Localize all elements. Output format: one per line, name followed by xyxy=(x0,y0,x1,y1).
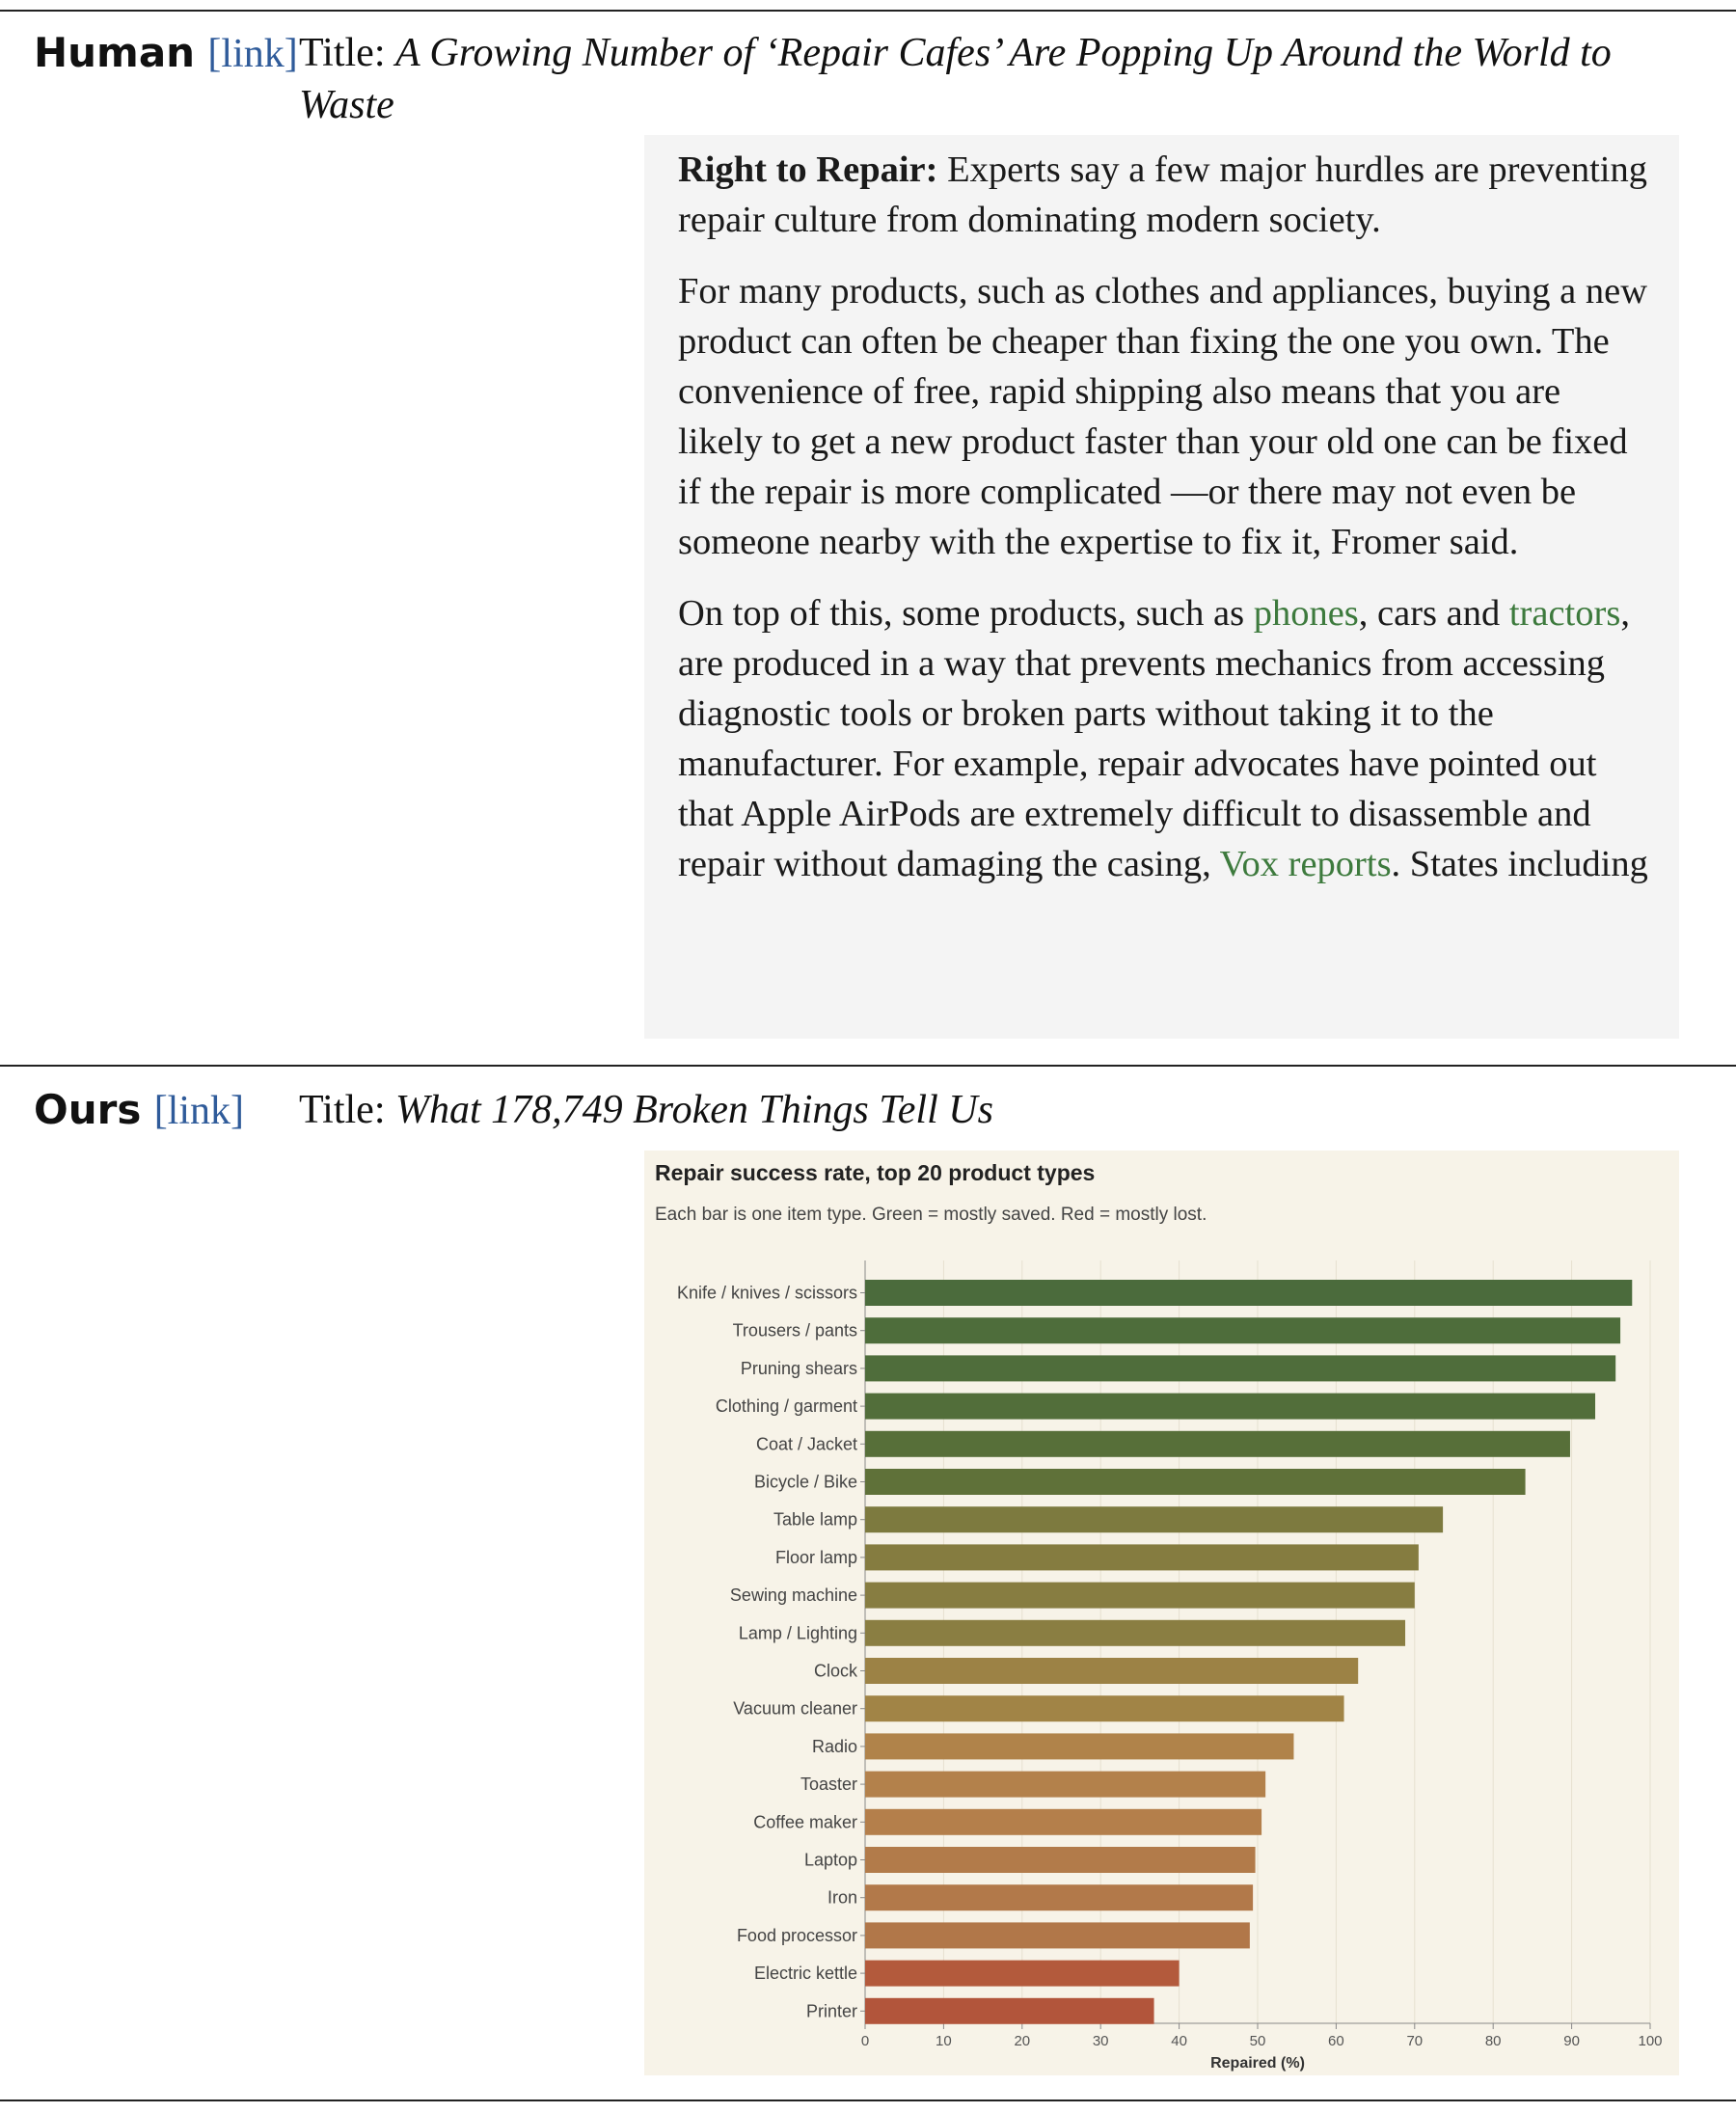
y-tick-label: Bicycle / Bike xyxy=(754,1473,857,1492)
bar xyxy=(865,1619,1406,1646)
article-excerpt-screenshot: Right to Repair: Experts say a few major… xyxy=(644,135,1679,1039)
bar xyxy=(865,1695,1344,1722)
y-tick-label: Clothing / garment xyxy=(716,1396,857,1416)
excerpt-heading: Right to Repair: xyxy=(678,149,938,190)
bar xyxy=(865,1733,1294,1760)
bar xyxy=(865,1317,1621,1344)
excerpt-paragraph-1: Right to Repair: Experts say a few major… xyxy=(678,149,1647,240)
y-tick-label: Knife / knives / scissors xyxy=(677,1284,857,1303)
y-tick-label: Food processor xyxy=(737,1926,857,1945)
bar xyxy=(865,1469,1526,1495)
bar xyxy=(865,1506,1444,1533)
human-title-prefix: Title: xyxy=(299,31,386,75)
x-tick-label: 30 xyxy=(1093,2033,1109,2049)
y-tick-label: Coffee maker xyxy=(753,1812,857,1831)
bar xyxy=(865,1884,1254,1911)
y-tick-label: Table lamp xyxy=(773,1510,857,1530)
y-tick-label: Trousers / pants xyxy=(733,1321,857,1341)
x-tick-label: 50 xyxy=(1250,2033,1266,2049)
x-tick-label: 60 xyxy=(1328,2033,1344,2049)
ours-link[interactable]: [link] xyxy=(153,1089,244,1133)
bar-chart: 0 10 20 30 40 50 60 70 80 90 100 Knife / knives / s… xyxy=(677,1260,1663,2072)
y-tick-label: Coat / Jacket xyxy=(756,1434,857,1453)
y-tick-label: Radio xyxy=(812,1737,857,1756)
bar xyxy=(865,1658,1359,1684)
bar xyxy=(865,1582,1415,1609)
excerpt-paragraph-3: On top of this, some products, such as p… xyxy=(678,593,1648,884)
vox-reports-link[interactable]: Vox reports xyxy=(1219,844,1392,884)
y-tick-label: Vacuum cleaner xyxy=(733,1699,857,1719)
x-tick-label: 10 xyxy=(936,2033,952,2049)
ours-row-label: Ours [link] xyxy=(34,1086,244,1134)
x-tick-label: 20 xyxy=(1014,2033,1030,2049)
middle-rule xyxy=(0,1065,1736,1067)
x-axis-label: Repaired (%) xyxy=(1210,2055,1305,2072)
excerpt-paragraph-2: For many products, such as clothes and a… xyxy=(678,271,1648,562)
bar xyxy=(865,1544,1419,1571)
human-link[interactable]: [link] xyxy=(207,32,298,76)
x-tick-label: 70 xyxy=(1406,2033,1423,2049)
bar xyxy=(865,1280,1633,1306)
x-tick-label: 80 xyxy=(1485,2033,1502,2049)
y-tick-label: Electric kettle xyxy=(754,1964,857,1983)
bar xyxy=(865,1847,1256,1873)
human-label: Human xyxy=(34,29,196,76)
bar xyxy=(865,1430,1570,1457)
x-tick-label: 0 xyxy=(861,2033,869,2049)
y-tick-label: Clock xyxy=(814,1662,858,1681)
y-tick-label: Floor lamp xyxy=(775,1548,857,1567)
bar xyxy=(865,1997,1154,2024)
ours-title: What 178,749 Broken Things Tell Us xyxy=(395,1088,993,1132)
bottom-rule xyxy=(0,2099,1736,2101)
y-tick-label: Laptop xyxy=(804,1851,857,1870)
top-rule xyxy=(0,10,1736,12)
x-tick-label: 40 xyxy=(1171,2033,1187,2049)
human-row-label: Human [link] xyxy=(34,29,298,77)
bar xyxy=(865,1393,1596,1420)
phones-link[interactable]: phones xyxy=(1253,593,1359,634)
chart-subtitle: Each bar is one item type. Green = mostl… xyxy=(655,1205,1207,1225)
x-tick-label: 90 xyxy=(1563,2033,1580,2049)
ours-title-line: Title: What 178,749 Broken Things Tell U… xyxy=(299,1084,993,1136)
bar xyxy=(865,1771,1266,1798)
ours-title-prefix: Title: xyxy=(299,1088,386,1132)
y-tick-label: Printer xyxy=(806,2001,857,2020)
y-tick-label: Pruning shears xyxy=(741,1359,857,1378)
y-tick-label: Toaster xyxy=(800,1774,857,1794)
bar xyxy=(865,1922,1250,1949)
y-tick-label: Sewing machine xyxy=(730,1585,857,1605)
human-title-line-1: Title: A Growing Number of ‘Repair Cafes… xyxy=(299,27,1612,79)
bar xyxy=(865,1355,1616,1382)
bar xyxy=(865,1808,1262,1835)
human-title-continued: Waste xyxy=(299,83,394,127)
y-tick-label: Iron xyxy=(827,1888,857,1908)
ours-label: Ours xyxy=(34,1086,142,1133)
chart-panel: Repair success rate, top 20 product type… xyxy=(644,1151,1679,2075)
x-tick-label: 100 xyxy=(1638,2033,1662,2049)
human-title: A Growing Number of ‘Repair Cafes’ Are P… xyxy=(395,31,1612,75)
tractors-link[interactable]: tractors xyxy=(1508,593,1621,634)
bar xyxy=(865,1960,1180,1987)
human-title-line-2: Waste xyxy=(299,79,394,131)
y-tick-label: Lamp / Lighting xyxy=(739,1623,857,1642)
chart-title: Repair success rate, top 20 product type… xyxy=(655,1160,1096,1185)
